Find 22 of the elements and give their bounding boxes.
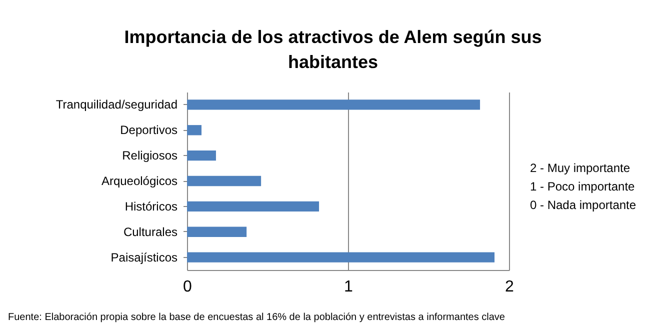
bar <box>187 125 202 136</box>
y-tick-label: Culturales <box>123 224 178 239</box>
text: 2 - Muy importante <box>530 161 630 175</box>
y-tick-label: Paisajísticos <box>110 250 178 264</box>
bar <box>187 100 480 110</box>
y-tick-label: Arqueológicos <box>101 174 178 188</box>
source-note: Fuente: Elaboración propia sobre la base de encuestas al 16% de la población y entrevistas a informantes clave <box>8 312 506 323</box>
bar <box>187 226 247 237</box>
x-tick-label: 2 <box>505 278 514 296</box>
chart-title: Importancia de los atractivos de Alem según sus habitantes <box>124 27 542 72</box>
text: 1 - Poco importante <box>530 180 636 194</box>
y-tick-label: Tranquilidad/seguridad <box>56 98 178 112</box>
text: 0 - Nada importante <box>530 198 636 212</box>
x-tick-label: 1 <box>344 278 354 296</box>
y-tick-label: Religiosos <box>122 148 178 163</box>
bar <box>187 201 320 212</box>
bar <box>187 150 216 161</box>
y-tick-label: Deportivos <box>120 123 178 138</box>
bar <box>187 252 495 262</box>
bar <box>187 176 262 186</box>
x-tick-label: 0 <box>183 278 192 296</box>
y-tick-label: Históricos <box>124 199 178 214</box>
